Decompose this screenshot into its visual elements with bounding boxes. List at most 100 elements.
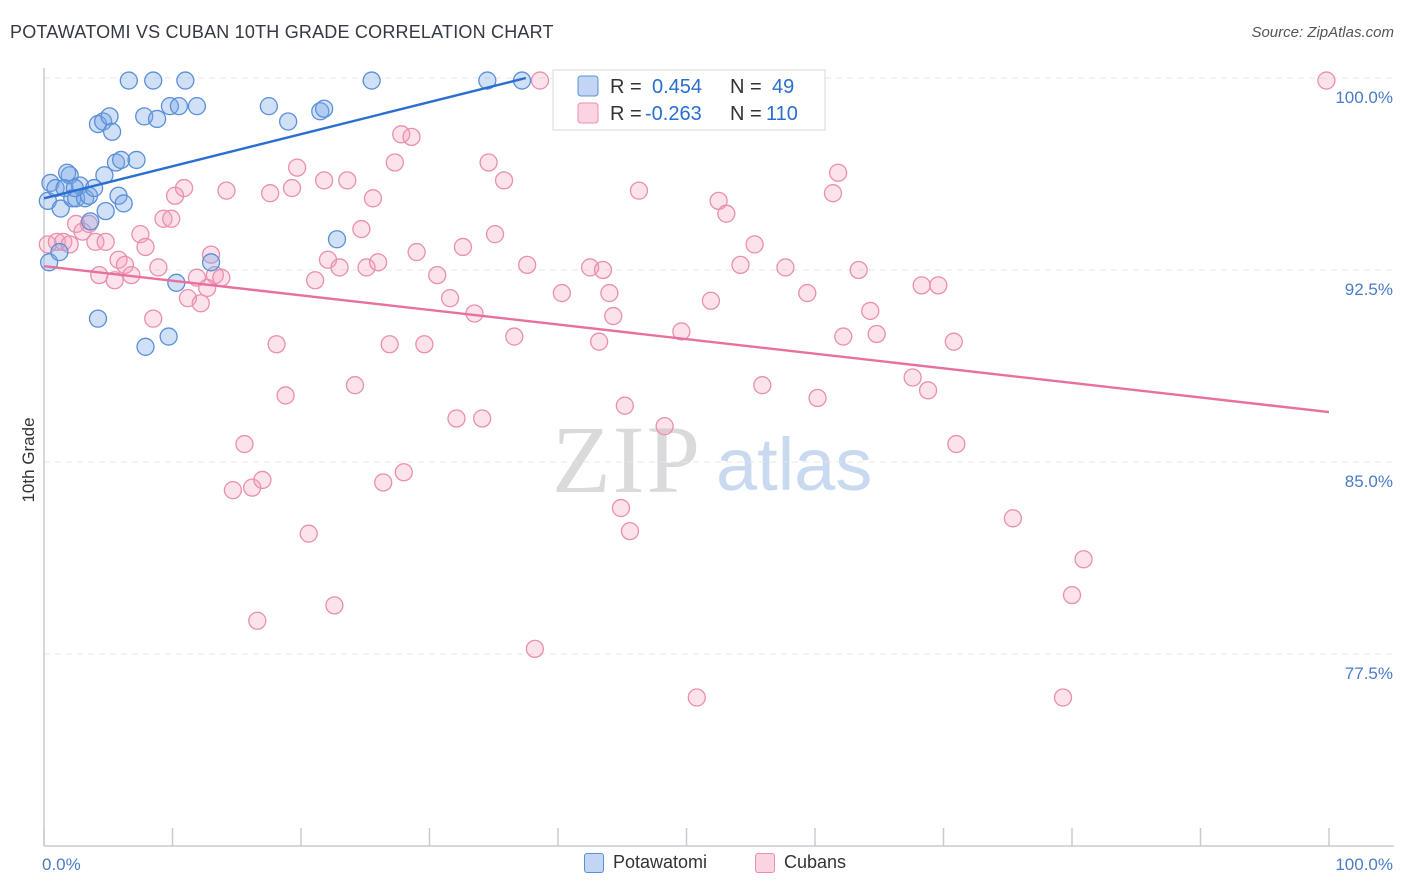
cubans-point — [918, 381, 938, 400]
chart-title: POTAWATOMI VS CUBAN 10TH GRADE CORRELATI… — [10, 22, 554, 42]
cubans-point — [380, 335, 399, 354]
cubans-point — [282, 178, 302, 198]
cubans-point — [687, 688, 706, 707]
series-legend: Potawatomi Cubans — [0, 852, 1406, 878]
potawatomi-point — [114, 194, 133, 213]
potawatomi-point — [144, 71, 163, 90]
cubans-point — [552, 283, 572, 303]
legend-n-label-1: N = — [730, 76, 762, 98]
cubans-point — [86, 232, 105, 251]
cubans-point — [912, 276, 931, 295]
cubans-point — [849, 260, 868, 280]
series-label-cubans: Cubans — [784, 852, 847, 872]
cubans-point — [485, 225, 505, 244]
axis-layer: 0.0% 100.0% — [42, 68, 1394, 874]
cubans-trend-line — [43, 264, 1330, 414]
cubans-point — [731, 255, 750, 275]
cubans-point — [823, 184, 843, 203]
cubans-point — [753, 376, 772, 395]
cubans-point — [402, 127, 421, 147]
cubans-point — [223, 481, 243, 500]
cubans-point — [672, 322, 691, 341]
cubans-point — [276, 386, 295, 405]
cubans-point — [929, 276, 948, 295]
cubans-point — [589, 332, 609, 351]
cubans-point — [473, 409, 492, 428]
potawatomi-point — [314, 99, 334, 118]
potawatomi-point — [278, 112, 298, 131]
cubans-point — [518, 255, 537, 275]
cubans-point — [162, 209, 181, 228]
cubans-point — [494, 171, 514, 190]
cubans-point — [867, 324, 886, 344]
cubans-point — [174, 178, 194, 198]
y-tick-label: 77.5% — [1345, 664, 1393, 683]
potawatomi-point — [478, 71, 497, 90]
cubans-point — [357, 258, 376, 277]
cubans-point — [944, 332, 963, 351]
potawatomi-point — [201, 253, 221, 272]
trend-lines — [43, 76, 1330, 414]
cubans-point — [287, 158, 307, 177]
watermark-atlas: atlas — [716, 423, 872, 506]
potawatomi-point — [187, 97, 207, 116]
potawatomi-point — [176, 71, 195, 90]
stats-legend: R = 0.454 N = 49 R = -0.263 N = 110 — [552, 69, 826, 131]
y-tick-label: 100.0% — [1335, 88, 1393, 107]
potawatomi-trend-line — [43, 76, 527, 200]
potawatomi-point — [147, 109, 167, 129]
potawatomi-point — [159, 327, 178, 346]
cubans-point — [1317, 71, 1336, 90]
cubans-point — [261, 184, 280, 203]
cubans-point — [115, 255, 135, 275]
cubans-point — [299, 524, 318, 543]
potawatomi-point — [50, 242, 69, 262]
cubans-point — [136, 237, 155, 257]
y-tick-label: 85.0% — [1345, 472, 1393, 491]
cubans-point — [604, 306, 623, 326]
cubans-point — [96, 232, 115, 251]
cubans-point — [191, 294, 210, 313]
legend-r-label-2: R = — [610, 103, 642, 125]
cubans-point — [314, 171, 334, 190]
cubans-point — [861, 301, 880, 321]
cubans-point — [154, 209, 173, 228]
series-label-potawatomi: Potawatomi — [613, 852, 708, 872]
legend-n-label-2: N = — [730, 103, 762, 125]
cubans-point — [525, 639, 545, 659]
cubans-point — [629, 181, 649, 200]
cubans-point — [253, 470, 272, 490]
cubans-point — [947, 434, 966, 454]
potawatomi-point — [111, 150, 131, 170]
cubans-point — [1062, 585, 1082, 605]
cubans-point — [212, 268, 231, 287]
potawatomi-point — [127, 150, 146, 170]
potawatomi-point — [51, 199, 70, 218]
cubans-point — [407, 242, 426, 262]
x-tick-label-max: 100.0% — [1335, 855, 1393, 874]
cubans-point — [330, 258, 349, 277]
potawatomi-point — [119, 71, 138, 90]
cubans-point — [345, 376, 365, 395]
cubans-point — [600, 283, 619, 303]
cubans-point — [620, 521, 640, 541]
y-axis-label: 10th Grade — [19, 417, 38, 502]
potawatomi-point — [96, 201, 115, 221]
potawatomi-point — [362, 71, 381, 90]
cubans-points — [38, 71, 1336, 707]
potawatomi-points — [38, 71, 532, 356]
cubans-point — [105, 271, 124, 290]
cubans-point — [447, 409, 466, 428]
legend-n-value-2: 110 — [766, 103, 798, 125]
cubans-point — [248, 611, 267, 630]
cubans-point — [415, 335, 434, 354]
cubans-point — [385, 153, 404, 172]
cubans-point — [267, 335, 286, 354]
cubans-point — [144, 309, 163, 328]
cubans-point — [776, 258, 795, 277]
watermark: ZIP atlas — [552, 406, 872, 513]
cubans-point — [834, 327, 853, 346]
potawatomi-point — [81, 212, 100, 231]
potawatomi-point — [88, 309, 108, 328]
cubans-point — [717, 204, 736, 223]
